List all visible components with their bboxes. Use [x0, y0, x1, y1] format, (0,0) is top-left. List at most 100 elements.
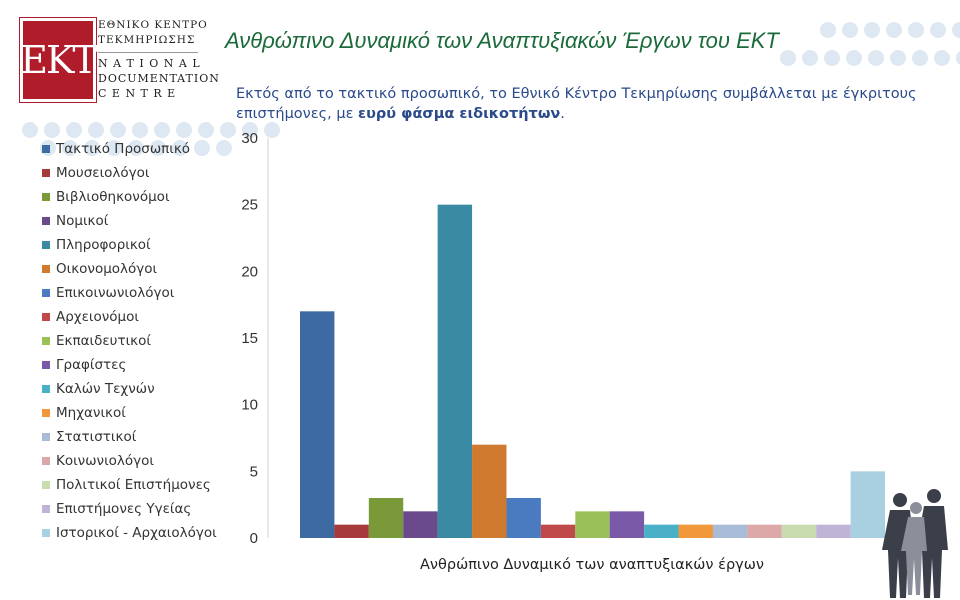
bar	[368, 498, 404, 538]
logo-divider	[98, 52, 198, 53]
background-dot	[220, 122, 236, 138]
legend-swatch	[42, 337, 50, 345]
background-dot	[952, 22, 960, 38]
background-dot	[154, 122, 170, 138]
legend-label: Στατιστικοί	[56, 429, 137, 445]
legend-swatch	[42, 385, 50, 393]
x-axis-label: Ανθρώπινο Δυναμικό των αναπτυξιακών έργω…	[420, 557, 764, 573]
background-dot	[956, 50, 960, 66]
legend-label: Μουσειολόγοι	[56, 165, 150, 181]
y-tick-label: 5	[250, 463, 258, 480]
y-tick-label: 0	[250, 530, 258, 547]
y-tick-label: 25	[241, 197, 258, 214]
legend-swatch	[42, 505, 50, 513]
legend-item: Ιστορικοί - Αρχαιολόγοι	[42, 521, 242, 545]
legend-label: Πληροφορικοί	[56, 237, 151, 253]
bar	[334, 524, 369, 538]
legend-label: Επικοινωνιολόγοι	[56, 285, 175, 301]
legend-item: Στατιστικοί	[42, 425, 242, 449]
background-dot	[868, 50, 884, 66]
legend-label: Κοινωνιολόγοι	[56, 453, 154, 469]
bar	[747, 524, 782, 538]
bar	[644, 524, 679, 538]
legend-item: Εκπαιδευτικοί	[42, 329, 242, 353]
page-subtitle: Εκτός από το τακτικό προσωπικό, το Εθνικ…	[236, 84, 936, 124]
background-dot	[886, 22, 902, 38]
legend-swatch	[42, 265, 50, 273]
legend-item: Επιστήμονες Υγείας	[42, 497, 242, 521]
legend-item: Μουσειολόγοι	[42, 161, 242, 185]
logo-text: ΕΘΝΙΚΟ ΚΕΝΤΡΟ ΤΕΚΜΗΡΙΩΣΗΣ N A T I O N A …	[98, 18, 220, 101]
legend-label: Ιστορικοί - Αρχαιολόγοι	[56, 525, 217, 541]
page-title: Ανθρώπινο Δυναμικό των Αναπτυξιακών Έργω…	[225, 28, 779, 53]
subtitle-text: Εκτός από το τακτικό προσωπικό, το Εθνικ…	[236, 86, 917, 122]
legend-swatch	[42, 169, 50, 177]
subtitle-end: .	[560, 106, 565, 122]
legend-label: Γραφίστες	[56, 357, 127, 373]
legend-swatch	[42, 481, 50, 489]
background-dot	[824, 50, 840, 66]
legend-label: Τακτικό Προσωπικό	[56, 141, 191, 157]
background-dot	[930, 22, 946, 38]
logo-mark: ΕΚΤ	[20, 18, 98, 102]
y-tick-label: 20	[241, 263, 258, 280]
y-tick-label: 15	[241, 330, 258, 347]
legend-item: Οικονομολόγοι	[42, 257, 242, 281]
bar	[540, 524, 576, 538]
legend-item: Τακτικό Προσωπικό	[42, 137, 242, 161]
legend-swatch	[42, 241, 50, 249]
legend-swatch	[42, 217, 50, 225]
background-dot	[62, 140, 78, 156]
background-dot	[172, 140, 188, 156]
background-dot	[890, 50, 906, 66]
background-dot	[88, 122, 104, 138]
legend-swatch	[42, 313, 50, 321]
legend-label: Εκπαιδευτικοί	[56, 333, 151, 349]
background-dot	[110, 122, 126, 138]
background-dot	[842, 22, 858, 38]
legend-label: Αρχειονόμοι	[56, 309, 139, 325]
logo-line-gr-2: ΤΕΚΜΗΡΙΩΣΗΣ	[98, 34, 196, 46]
legend-item: Βιβλιοθηκονόμοι	[42, 185, 242, 209]
legend-label: Καλών Τεχνών	[56, 381, 155, 397]
y-tick-label: 30	[241, 130, 258, 147]
background-dot	[934, 50, 950, 66]
background-dot	[128, 140, 144, 156]
ekt-logo: ΕΚΤ ΕΘΝΙΚΟ ΚΕΝΤΡΟ ΤΕΚΜΗΡΙΩΣΗΣ N A T I O …	[20, 18, 219, 102]
chart-legend: Τακτικό Προσωπικό Μουσειολόγοι Βιβλιοθηκον…	[42, 137, 242, 545]
bar	[437, 204, 473, 538]
background-dot	[864, 22, 880, 38]
bar	[712, 524, 748, 538]
bar	[609, 511, 645, 538]
bar	[506, 498, 541, 538]
background-dot	[820, 22, 836, 38]
legend-item: Καλών Τεχνών	[42, 377, 242, 401]
legend-label: Βιβλιοθηκονόμοι	[56, 189, 170, 205]
background-dot	[242, 122, 258, 138]
background-dot	[802, 50, 818, 66]
bar	[403, 511, 438, 538]
background-dot	[908, 22, 924, 38]
legend-swatch	[42, 409, 50, 417]
legend-item: Αρχειονόμοι	[42, 305, 242, 329]
legend-label: Οικονομολόγοι	[56, 261, 158, 277]
legend-item: Νομικοί	[42, 209, 242, 233]
background-dot	[66, 122, 82, 138]
bar	[575, 511, 610, 538]
legend-swatch	[42, 145, 50, 153]
bar	[850, 471, 885, 538]
background-dot	[44, 122, 60, 138]
background-dot	[846, 50, 862, 66]
bar	[781, 524, 817, 538]
subtitle-emphasis: ευρύ φάσμα ειδικοτήτων	[358, 106, 561, 122]
background-dot	[176, 122, 192, 138]
logo-line-en-1: N A T I O N A L	[98, 57, 201, 70]
legend-label: Επιστήμονες Υγείας	[56, 501, 192, 517]
bar	[472, 444, 507, 538]
legend-label: Πολιτικοί Επιστήμονες	[56, 477, 211, 493]
legend-item: Επικοινωνιολόγοι	[42, 281, 242, 305]
legend-swatch	[42, 433, 50, 441]
logo-line-en-2: DOCUMENTATION	[98, 72, 220, 85]
legend-swatch	[42, 457, 50, 465]
